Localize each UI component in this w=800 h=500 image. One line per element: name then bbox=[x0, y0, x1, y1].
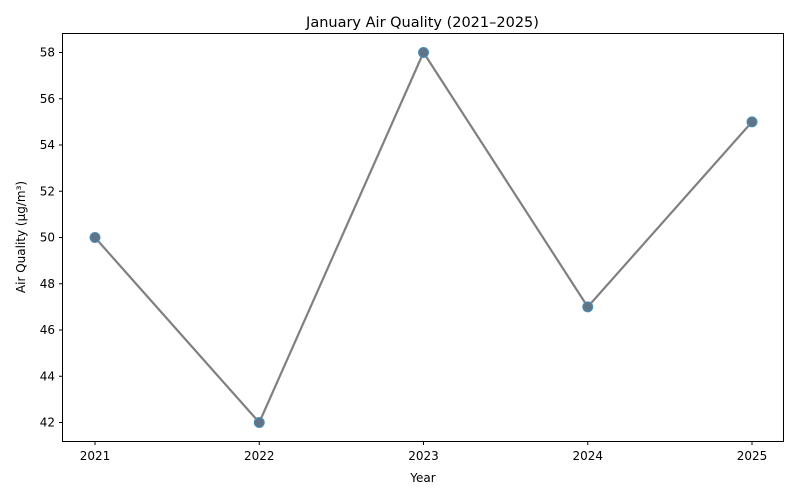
y-tick-label: 42 bbox=[40, 416, 55, 430]
y-tick-label: 54 bbox=[40, 138, 55, 152]
x-axis: 2021 2022 2023 2024 2025 bbox=[80, 441, 768, 463]
x-axis-label: Year bbox=[409, 471, 435, 485]
y-tick-label: 58 bbox=[40, 46, 55, 60]
y-tick-label: 48 bbox=[40, 277, 55, 291]
plot-area bbox=[62, 33, 784, 442]
y-tick-label: 50 bbox=[40, 231, 55, 245]
y-tick-label: 44 bbox=[40, 369, 55, 383]
y-tick-label: 56 bbox=[40, 92, 55, 106]
x-tick-label: 2025 bbox=[737, 449, 768, 463]
chart-title: January Air Quality (2021–2025) bbox=[305, 15, 539, 31]
data-point bbox=[89, 232, 101, 243]
x-tick-label: 2023 bbox=[408, 449, 439, 463]
data-point bbox=[253, 417, 265, 428]
y-axis: 42 44 46 48 50 52 54 56 58 bbox=[40, 46, 63, 430]
data-point bbox=[746, 116, 758, 128]
y-tick-label: 46 bbox=[40, 323, 55, 337]
y-tick-label: 52 bbox=[40, 184, 55, 198]
y-axis-label: Air Quality (µg/m³) bbox=[14, 181, 28, 293]
x-tick-label: 2022 bbox=[244, 449, 275, 463]
data-point bbox=[582, 301, 594, 313]
data-point bbox=[418, 47, 429, 58]
x-tick-label: 2021 bbox=[80, 449, 111, 463]
series-layer bbox=[89, 47, 758, 428]
x-tick-label: 2024 bbox=[572, 449, 603, 463]
